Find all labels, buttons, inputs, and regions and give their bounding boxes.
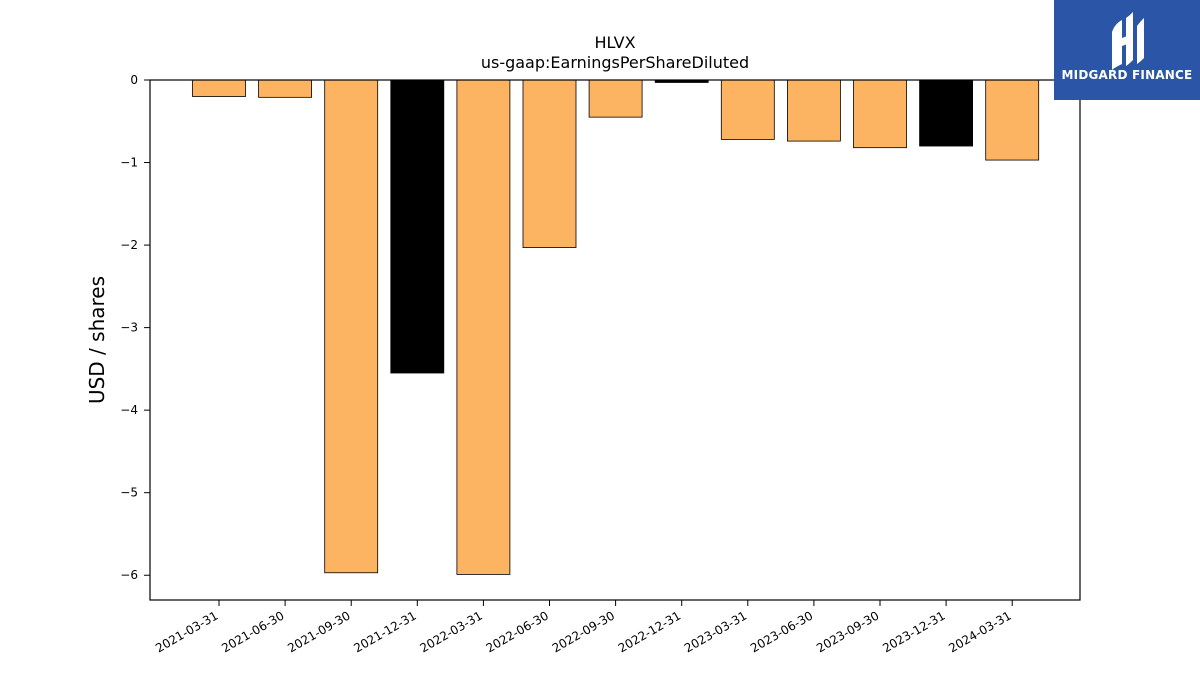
bar-2024-03-31	[985, 79, 1040, 161]
bar-2022-06-30	[522, 79, 577, 248]
y-tick-label: 0	[130, 73, 138, 87]
chart-subtitle: us-gaap:EarningsPerShareDiluted	[481, 53, 749, 72]
y-tick-label: −6	[120, 568, 138, 582]
chart-title: HLVX	[594, 33, 635, 52]
bar-2022-09-30	[588, 79, 643, 118]
x-tick-label: 2023-03-31	[682, 608, 749, 655]
x-tick-label: 2021-03-31	[153, 608, 220, 655]
x-tick-label: 2021-09-30	[285, 608, 352, 655]
bar-2021-12-31	[390, 79, 445, 374]
brand-logo: MIDGARD FINANCE	[1054, 0, 1200, 100]
y-tick-label: −5	[120, 486, 138, 500]
y-tick-label: −4	[120, 403, 138, 417]
x-tick-label: 2022-06-30	[484, 608, 551, 655]
bar-2021-03-31	[192, 79, 246, 97]
x-tick-label: 2022-03-31	[417, 608, 484, 655]
y-tick-label: −1	[120, 156, 138, 170]
bar-2023-03-31	[720, 79, 775, 140]
bar-2022-03-31	[456, 79, 511, 575]
x-tick-label: 2021-12-31	[351, 608, 418, 655]
bar-2021-06-30	[258, 79, 313, 98]
x-tick-label: 2021-06-30	[219, 608, 286, 655]
x-tick-label: 2023-09-30	[814, 608, 881, 655]
bar-2023-12-31	[919, 79, 973, 147]
logo-mark-icon	[1112, 12, 1144, 70]
logo-text: MIDGARD FINANCE	[1061, 68, 1193, 82]
x-tick-label: 2024-03-31	[946, 608, 1013, 655]
x-tick-label: 2023-06-30	[748, 608, 815, 655]
y-tick-label: −3	[120, 321, 138, 335]
plot-frame	[149, 79, 1081, 601]
x-tick-label: 2022-12-31	[616, 608, 683, 655]
bar-2023-06-30	[787, 79, 841, 142]
bar-2023-09-30	[853, 79, 907, 149]
x-tick-label: 2022-09-30	[550, 608, 617, 655]
bar-2021-09-30	[324, 79, 379, 574]
y-tick-label: −2	[120, 238, 138, 252]
x-tick-label: 2023-12-31	[880, 608, 947, 655]
y-axis-label: USD / shares	[85, 276, 109, 404]
